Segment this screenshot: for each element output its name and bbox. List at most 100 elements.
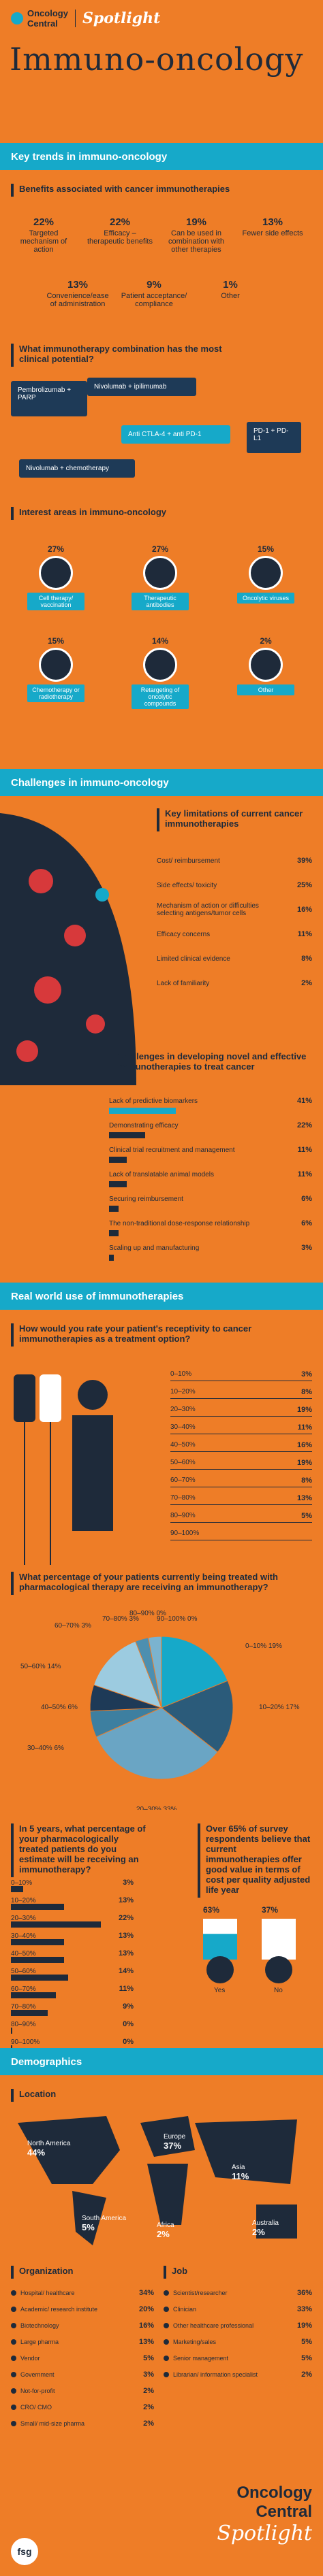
- benefit-stat: 9% Patient acceptance/ compliance: [120, 279, 188, 308]
- location-label: Africa 2%: [157, 2222, 218, 2239]
- receptivity-row: 80–90% 5%: [170, 1509, 312, 1523]
- org-bullet-icon: [11, 2323, 16, 2328]
- org-bullet-icon: [11, 2356, 16, 2361]
- interest-label: Other: [237, 684, 294, 695]
- location-value: 2%: [252, 2227, 265, 2237]
- dev-bar: [109, 1157, 127, 1163]
- org-label: Biotechnology: [20, 2322, 59, 2329]
- future-label: 80–90%: [11, 2020, 36, 2028]
- job-row: Other healthcare professional 19%: [164, 2319, 312, 2332]
- limit-row: Efficacy concerns 11%: [157, 924, 312, 944]
- publisher-logo[interactable]: fsg: [11, 2538, 38, 2565]
- dev-label: Lack of predictive biomarkers: [109, 1097, 198, 1105]
- lamp-icon: [249, 648, 283, 682]
- interest-value: 15%: [47, 636, 65, 646]
- future-row: 50–60% 14%: [11, 1966, 134, 1976]
- future-label: 50–60%: [11, 1967, 36, 1975]
- immunotherapy-pie: 90–100% 0% 0–10% 19% 10–20% 17% 20–30% 33% 3…: [20, 1610, 300, 1810]
- receptivity-row: 40–50% 16%: [170, 1438, 312, 1452]
- org-row: Hospital/ healthcare 34%: [11, 2286, 154, 2300]
- receptivity-title: How would you rate your patient's recept…: [11, 1323, 312, 1347]
- benefit-value: 22%: [109, 216, 131, 228]
- pie-label: 70–80% 3%: [102, 1615, 139, 1623]
- org-bullet-icon: [11, 2421, 16, 2426]
- dev-value: 3%: [301, 1244, 312, 1252]
- receptivity-label: 50–60%: [170, 1459, 196, 1466]
- limit-row: Limited clinical evidence 8%: [157, 948, 312, 969]
- benefit-stat: 1% Other: [196, 279, 264, 300]
- dev-bar: [109, 1255, 114, 1261]
- benefit-label: Convenience/ease of administration: [46, 292, 109, 308]
- combo-nivolumab-ipilimumab: Nivolumab + ipilimumab: [87, 378, 196, 396]
- job-bullet-icon: [164, 2356, 169, 2361]
- benefit-label: Fewer side effects: [242, 229, 303, 237]
- future-value: 3%: [123, 1879, 134, 1887]
- job-bullet-icon: [164, 2290, 169, 2296]
- receptivity-value: 8%: [301, 1476, 312, 1485]
- org-label: Government: [20, 2371, 55, 2378]
- location-value: 44%: [27, 2147, 46, 2158]
- future-value: 9%: [123, 2002, 134, 2011]
- org-label: Academic/ research institute: [20, 2306, 98, 2313]
- future-row: 90–100% 0%: [11, 2037, 134, 2047]
- job-value: 5%: [301, 2354, 312, 2362]
- limit-row: Cost/ reimbursement 39%: [157, 851, 312, 871]
- footer: fsg Oncology Central Spotlight: [0, 2463, 323, 2576]
- interest-label: Chemotherapy or radiotherapy: [27, 684, 84, 702]
- location-label: Europe 37%: [164, 2133, 225, 2151]
- org-value: 34%: [138, 2289, 154, 2297]
- location-name: Europe: [164, 2133, 186, 2141]
- receptivity-label: 70–80%: [170, 1494, 196, 1502]
- receptivity-row: 10–20% 8%: [170, 1385, 312, 1399]
- future-bar: [11, 1886, 23, 1892]
- org-label: Small/ mid-size pharma: [20, 2420, 85, 2427]
- job-label: Other healthcare professional: [173, 2322, 254, 2329]
- future-label: 30–40%: [11, 1932, 36, 1940]
- dev-row: Scaling up and manufacturing 3%: [109, 1242, 312, 1253]
- job-value: 33%: [296, 2305, 312, 2313]
- job-bullet-icon: [164, 2307, 169, 2312]
- dev-value: 41%: [296, 1097, 312, 1105]
- yes-level: [203, 1934, 237, 1960]
- thumbs-illustration: Yes No: [203, 1919, 296, 1994]
- location-value: 37%: [164, 2141, 182, 2151]
- pie-slice: [161, 1636, 228, 1708]
- benefit-stat: 22% Efficacy – therapeutic benefits: [86, 216, 154, 246]
- location-name: North America: [27, 2140, 71, 2147]
- org-label: Vendor: [20, 2355, 40, 2362]
- dev-row: Lack of translatable animal models 11%: [109, 1169, 312, 1180]
- interest-value: 2%: [260, 636, 272, 646]
- job-value: 36%: [296, 2289, 312, 2297]
- challenges-heading: Challenges in immuno-oncology: [0, 769, 323, 796]
- job-row: Senior management 5%: [164, 2351, 312, 2365]
- future-row: 60–70% 11%: [11, 1984, 134, 1994]
- brand-top: Oncology: [27, 8, 68, 18]
- benefit-value: 1%: [223, 279, 238, 291]
- org-value: 13%: [138, 2338, 154, 2346]
- footer-brand[interactable]: Oncology Central Spotlight: [217, 2483, 312, 2545]
- benefits-title: Benefits associated with cancer immunoth…: [11, 184, 312, 197]
- receptivity-row: 70–80% 13%: [170, 1491, 312, 1505]
- job-value: 2%: [301, 2371, 312, 2379]
- future-bar: [11, 1975, 68, 1981]
- location-name: Asia: [232, 2164, 245, 2171]
- world-map: [18, 2116, 297, 2245]
- future-label: 10–20%: [11, 1896, 36, 1904]
- org-label: Hospital/ healthcare: [20, 2290, 75, 2296]
- future-row: 30–40% 13%: [11, 1931, 134, 1941]
- future-bar: [11, 2010, 48, 2016]
- interest-value: 27%: [151, 544, 169, 554]
- receptivity-label: 80–90%: [170, 1512, 196, 1519]
- org-value: 20%: [138, 2305, 154, 2313]
- location-value: 5%: [82, 2222, 95, 2232]
- brand-logo[interactable]: Oncology Central Spotlight: [11, 8, 160, 29]
- limit-value: 39%: [296, 857, 312, 865]
- limit-value: 16%: [296, 906, 312, 914]
- org-row: Vendor 5%: [11, 2351, 154, 2365]
- future-value: 13%: [118, 1896, 134, 1904]
- future-label: 20–30%: [11, 1914, 36, 1922]
- org-row: Not-for-profit 2%: [11, 2384, 154, 2398]
- future-bar: [11, 1939, 64, 1945]
- brand-separator: [74, 10, 76, 27]
- dev-value: 22%: [296, 1121, 312, 1129]
